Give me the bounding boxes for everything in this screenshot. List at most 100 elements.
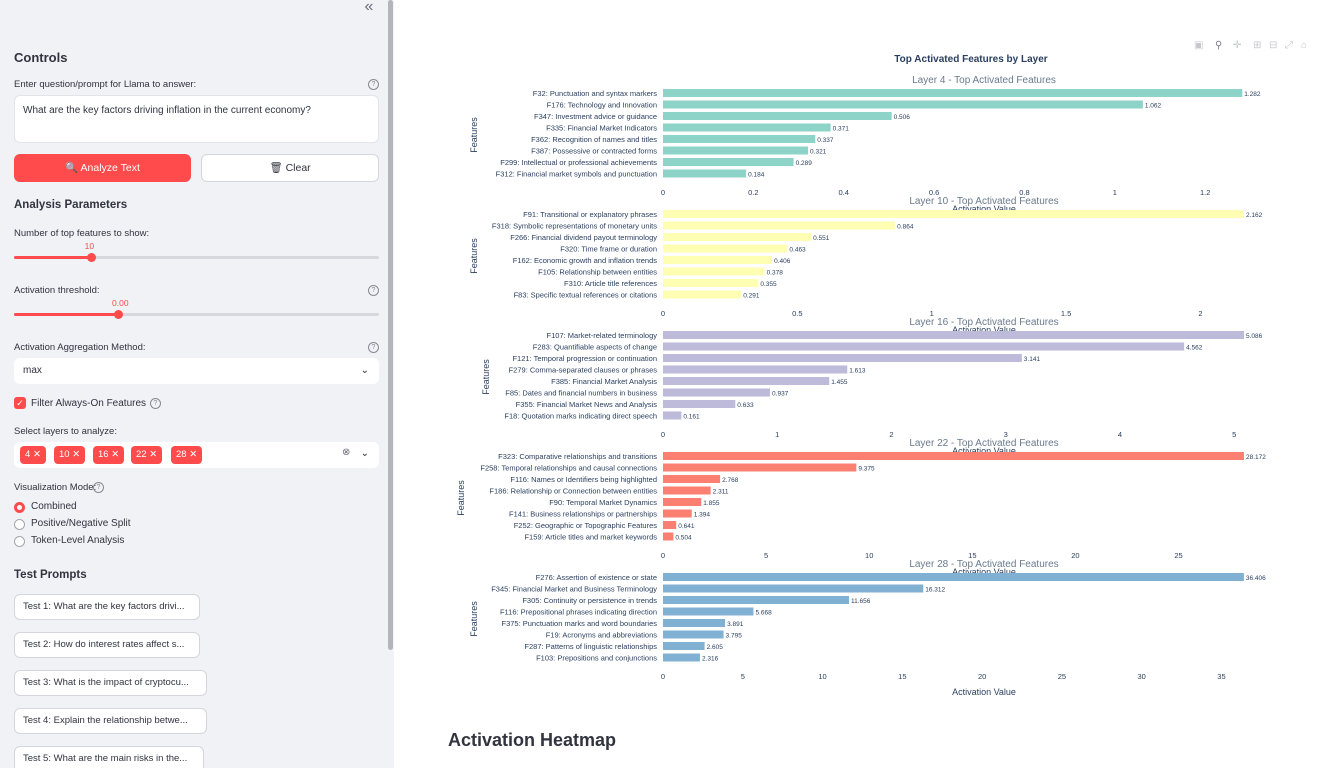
x-tick-label: 10: [818, 672, 826, 681]
bar[interactable]: [663, 256, 773, 264]
radio-combined[interactable]: [14, 502, 25, 513]
help-icon[interactable]: ?: [150, 398, 161, 409]
bar[interactable]: [663, 607, 754, 616]
radio-token-level[interactable]: [14, 536, 25, 547]
bar-value-label: 3.891: [727, 621, 744, 628]
autoscale-icon[interactable]: ⤢: [1285, 40, 1293, 51]
sidebar-scrollbar[interactable]: [388, 0, 393, 650]
bar[interactable]: [663, 532, 674, 541]
bar[interactable]: [663, 210, 1244, 218]
bar[interactable]: [663, 452, 1244, 460]
topk-slider[interactable]: 10: [14, 241, 379, 262]
bar[interactable]: [663, 619, 726, 627]
bar[interactable]: [663, 509, 692, 518]
help-icon[interactable]: ?: [368, 342, 379, 353]
x-tick-label: 20: [978, 672, 986, 681]
test-prompt-button[interactable]: Test 5: What are the main risks in the..…: [14, 746, 204, 768]
layer-chip[interactable]: 22 ✕: [131, 446, 163, 464]
clear-button[interactable]: 🗑 Clear: [201, 154, 379, 182]
bar[interactable]: [663, 411, 682, 420]
bar[interactable]: [663, 596, 849, 604]
threshold-slider[interactable]: 0.00: [14, 298, 379, 319]
bar[interactable]: [663, 267, 765, 276]
bar[interactable]: [663, 630, 724, 639]
chevron-down-icon[interactable]: ⌄: [360, 448, 369, 459]
bar[interactable]: [663, 388, 771, 397]
bar[interactable]: [663, 89, 1243, 97]
prompt-textarea[interactable]: What are the key factors driving inflati…: [14, 95, 379, 143]
layers-multiselect[interactable]: 4 ✕ 10 ✕ 16 ✕ 22 ✕ 28 ✕ ⊗ ⌄: [14, 442, 379, 468]
bar[interactable]: [663, 146, 809, 155]
x-tick-label: 5: [1232, 430, 1236, 439]
zoom-icon[interactable]: ⚲: [1215, 40, 1223, 51]
remove-icon[interactable]: ✕: [189, 449, 198, 460]
remove-icon[interactable]: ✕: [149, 449, 158, 460]
layer-chip[interactable]: 10 ✕: [54, 446, 86, 464]
threshold-slider-thumb[interactable]: [114, 310, 124, 319]
bar[interactable]: [663, 584, 924, 593]
bar[interactable]: [663, 521, 677, 529]
bar[interactable]: [663, 498, 702, 506]
filter-always-on-checkbox[interactable]: ✓: [14, 397, 26, 409]
analyze-text-button[interactable]: 🔍 Analyze Text: [14, 154, 191, 182]
bar-value-label: 0.406: [774, 258, 791, 265]
collapse-sidebar-icon[interactable]: «: [364, 0, 374, 15]
bar-category-label: F266: Financial dividend payout terminol…: [510, 233, 657, 242]
bar[interactable]: [663, 653, 700, 662]
test-prompt-button[interactable]: Test 1: What are the key factors drivi..…: [14, 594, 200, 620]
bar-category-label: F318: Symbolic representations of moneta…: [492, 222, 657, 231]
bar[interactable]: [663, 221, 896, 230]
bar[interactable]: [663, 100, 1143, 109]
topk-slider-thumb[interactable]: [86, 253, 96, 262]
pan-icon[interactable]: ✛: [1233, 40, 1242, 51]
bar[interactable]: [663, 279, 759, 287]
help-icon[interactable]: ?: [368, 79, 379, 90]
zoom-in-icon[interactable]: ⊞: [1253, 40, 1262, 51]
zoom-out-icon[interactable]: ⊟: [1269, 40, 1278, 51]
bar[interactable]: [663, 377, 830, 385]
bar[interactable]: [663, 400, 736, 408]
layer-chip-label: 22: [136, 449, 147, 460]
bar[interactable]: [663, 123, 831, 132]
bar[interactable]: [663, 463, 857, 472]
bar-value-label: 2.316: [702, 656, 719, 663]
bar[interactable]: [663, 135, 816, 143]
bar[interactable]: [663, 475, 721, 483]
remove-icon[interactable]: ✕: [32, 449, 41, 460]
bar[interactable]: [663, 233, 812, 241]
remove-icon[interactable]: ✕: [72, 449, 81, 460]
bar[interactable]: [663, 169, 747, 178]
bar[interactable]: [663, 573, 1244, 581]
radio-posneg-split[interactable]: [14, 519, 25, 530]
test-prompt-button[interactable]: Test 2: How do interest rates affect s..…: [14, 632, 200, 658]
layer-chip[interactable]: 4 ✕: [20, 446, 46, 464]
bar[interactable]: [663, 112, 892, 120]
home-icon[interactable]: ⌂: [1301, 40, 1308, 51]
layer-chip[interactable]: 16 ✕: [93, 446, 125, 464]
controls-heading: Controls: [14, 50, 68, 65]
bar[interactable]: [663, 642, 705, 650]
aggregation-select[interactable]: max ⌄: [14, 358, 379, 384]
layer-chip[interactable]: 28 ✕: [171, 446, 203, 464]
bar[interactable]: [663, 158, 794, 166]
bar[interactable]: [663, 342, 1185, 351]
bar-category-label: F159: Article titles and market keywords: [524, 533, 657, 542]
bar-category-label: F385: Financial Market Analysis: [551, 377, 657, 386]
bar[interactable]: [663, 365, 848, 374]
test-prompts-heading: Test Prompts: [14, 569, 87, 581]
bar[interactable]: [663, 331, 1244, 339]
clear-all-icon[interactable]: ⊗: [342, 447, 351, 458]
bar[interactable]: [663, 486, 711, 495]
bar-category-label: F287: Patterns of linguistic relationshi…: [524, 642, 657, 651]
bar-category-label: F355: Financial Market News and Analysis: [516, 400, 658, 409]
test-prompt-button[interactable]: Test 3: What is the impact of cryptocu..…: [14, 670, 207, 696]
bar-category-label: F32: Punctuation and syntax markers: [533, 89, 657, 98]
test-prompt-button[interactable]: Test 4: Explain the relationship betwe..…: [14, 708, 207, 734]
bar[interactable]: [663, 244, 788, 253]
camera-icon[interactable]: ▣: [1194, 40, 1204, 51]
bar[interactable]: [663, 290, 742, 299]
help-icon[interactable]: ?: [368, 285, 379, 296]
bar[interactable]: [663, 354, 1022, 362]
help-icon[interactable]: ?: [93, 482, 104, 493]
remove-icon[interactable]: ✕: [111, 449, 120, 460]
